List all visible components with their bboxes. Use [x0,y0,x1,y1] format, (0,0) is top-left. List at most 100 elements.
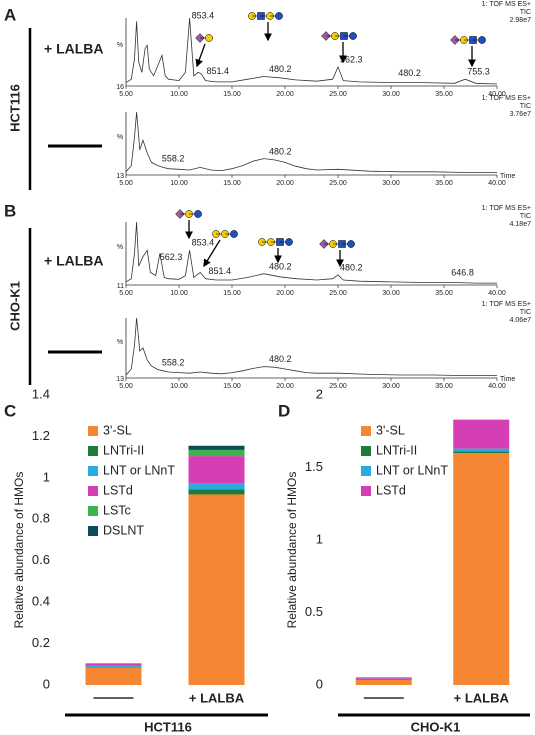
glycan-residue [478,36,486,44]
trace-header: 4.06e7 [510,317,532,324]
bar-segment [453,448,510,452]
glycan-residue [194,210,202,218]
x-tick-label: 10.00 [170,180,188,187]
peak-label: 755.3 [467,67,490,77]
x-tick-label: 25.00 [329,91,347,98]
x-tick-label: 15.00 [223,91,241,98]
x-tick-label: 40.00 [488,290,506,297]
glycan-residue [349,32,357,40]
treatment: + LALBA [44,41,104,57]
y-tick-label: 0.2 [32,635,50,650]
legend-swatch [88,446,98,456]
peak-label: 646.8 [451,267,474,277]
x-tick-label: 25.00 [329,383,347,390]
y-tick-label: 0.5 [305,604,323,619]
bar-segment [85,663,142,666]
peak-label: 480.2 [269,262,292,272]
y-label: Relative abundance of HMOs [285,472,299,629]
legend-swatch [88,486,98,496]
trace [125,221,497,284]
trace-header: 3.76e7 [510,111,532,118]
bar-segment [188,449,245,457]
legend-label: LNT or LNnT [376,463,448,477]
y-tick-label: 0.6 [32,552,50,567]
legend-label: LNTri-II [376,443,417,457]
trace-header: TIC [520,309,531,316]
panel-label: D [278,401,290,420]
y-tick-label: 1.4 [32,386,50,401]
x-tick-label: 5.00 [119,91,133,98]
y-tick-label: 1.5 [305,459,323,474]
bar-segment [453,419,510,449]
x-tick-label: 30.00 [382,383,400,390]
trace [125,111,497,173]
x-tick-label: 5.00 [119,383,133,390]
x-label: Time [500,376,515,383]
legend-swatch [88,426,98,436]
y-label: % [117,134,123,141]
trace-header: 1: TOF MS ES+ [482,1,531,8]
cell-line: HCT116 [7,84,22,132]
bar-segment [188,456,245,484]
x-tick-label: 15.00 [223,290,241,297]
x-tick-label: 40.00 [488,383,506,390]
legend-swatch [361,466,371,476]
peak-label: 853.4 [192,10,215,20]
peak-label: 480.2 [269,354,292,364]
y-tick-label: 0 [316,676,323,691]
arrow [195,43,206,68]
baseline-label: 11 [117,283,124,290]
peak-label: 851.4 [209,266,232,276]
peak-label: 480.2 [269,146,292,156]
y-tick-label: 1 [316,531,323,546]
bar-segment [85,667,142,685]
x-tick-label: 15.00 [223,180,241,187]
x-tick-label: 10.00 [170,91,188,98]
y-label: % [117,339,123,346]
y-tick-label: 2 [316,386,323,401]
x-tick-label: 10.00 [170,290,188,297]
bar-segment [188,483,245,490]
x-tick-label: 35.00 [435,180,453,187]
glycan-residue [347,240,355,248]
glycan-residue [285,238,293,246]
peak-label: 480.2 [398,68,421,78]
bar-segment [85,665,142,667]
x-tick-label: 30.00 [382,91,400,98]
legend-label: LSTc [103,503,131,517]
panel-label: B [4,201,16,220]
x-tick-label: 5.00 [119,180,133,187]
x-tick-label: 40.00 [488,91,506,98]
glycan-residue [205,34,213,42]
trace-header: 1: TOF MS ES+ [482,205,531,212]
x-tick-label: 20.00 [276,91,294,98]
glycan-residue [230,230,238,238]
panel-label: C [4,401,16,420]
peak-label: 480.2 [340,262,363,272]
panel-label: A [4,5,16,24]
y-label: Relative abundance of HMOs [12,472,26,629]
trace [125,317,497,376]
legend-label: LNTri-II [103,443,144,457]
y-tick-label: 1 [43,469,50,484]
bar-segment [355,678,412,680]
x-tick-label: + LALBA [189,690,245,705]
legend-swatch [88,466,98,476]
x-tick-label: 25.00 [329,290,347,297]
peak-label: 558.2 [162,357,185,367]
treatment: + LALBA [44,253,104,269]
trace-header: 2.98e7 [510,17,532,24]
peak-label: 851.4 [206,66,229,76]
group-label: HCT116 [144,719,192,734]
legend-label: DSLNT [103,523,144,537]
group-label: CHO-K1 [411,719,461,734]
bar-segment [85,666,142,668]
legend-swatch [88,526,98,536]
legend-label: LSTd [103,483,133,497]
bar-segment [188,489,245,495]
x-tick-label: + LALBA [454,690,510,705]
x-tick-label: 20.00 [276,383,294,390]
x-tick-label: 40.00 [488,180,506,187]
cell-line: CHO-K1 [7,281,22,331]
